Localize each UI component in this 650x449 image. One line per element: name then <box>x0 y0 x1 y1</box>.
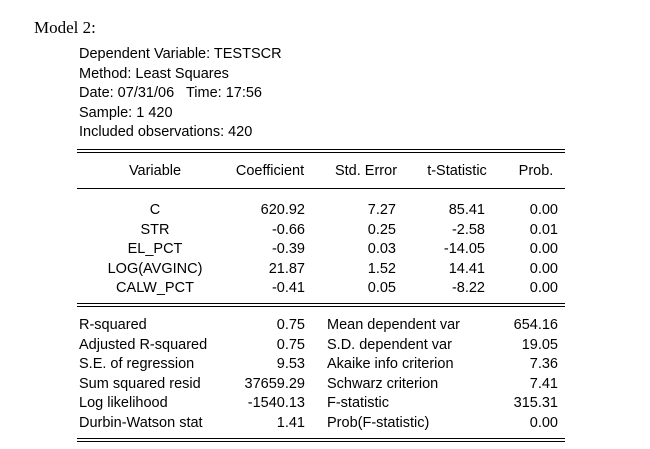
std-error-value: 7.27 <box>367 202 396 218</box>
stat-value: 654.16 <box>513 317 558 333</box>
coefficient-value: 620.92 <box>260 202 305 218</box>
variable-name: EL_PCT <box>127 241 183 257</box>
dependent-variable: Dependent Variable: TESTSCR <box>79 46 282 62</box>
variable-name: CALW_PCT <box>116 280 194 296</box>
column-header-prob: Prob. <box>518 163 554 179</box>
std-error-value: 1.52 <box>367 261 396 277</box>
variable-name: C <box>149 202 161 218</box>
stat-value: -1540.13 <box>247 395 305 411</box>
stat-label: F-statistic <box>327 395 390 411</box>
coef-bottom-rule-1 <box>77 303 565 304</box>
stat-value: 0.75 <box>276 317 305 333</box>
variable-name: LOG(AVGINC) <box>107 261 203 277</box>
prob-value: 0.00 <box>529 261 558 277</box>
table-bottom-rule-2 <box>77 441 565 442</box>
variable-name: STR <box>140 222 170 238</box>
t-stat-value: -2.58 <box>451 222 485 238</box>
stat-label: Prob(F-statistic) <box>327 415 430 431</box>
column-header-rule <box>77 188 565 189</box>
prob-value: 0.00 <box>529 202 558 218</box>
table-top-rule-2 <box>77 152 565 153</box>
stat-value: 37659.29 <box>244 376 305 392</box>
stat-value: 9.53 <box>276 356 305 372</box>
included-observations: Included observations: 420 <box>79 124 253 140</box>
stat-value: 1.41 <box>276 415 305 431</box>
coefficient-value: 21.87 <box>268 261 305 277</box>
stat-value: 7.41 <box>529 376 558 392</box>
sample: Sample: 1 420 <box>79 105 173 121</box>
t-stat-value: -8.22 <box>451 280 485 296</box>
method: Method: Least Squares <box>79 66 229 82</box>
prob-value: 0.01 <box>529 222 558 238</box>
coefficient-value: -0.66 <box>271 222 305 238</box>
stat-label: Schwarz criterion <box>327 376 439 392</box>
t-stat-value: 14.41 <box>448 261 485 277</box>
stat-value: 0.75 <box>276 337 305 353</box>
stat-label: R-squared <box>79 317 147 333</box>
stat-value: 7.36 <box>529 356 558 372</box>
stat-label: Sum squared resid <box>79 376 201 392</box>
table-top-rule-1 <box>77 149 565 150</box>
model-title: Model 2: <box>34 18 96 37</box>
column-header-variable: Variable <box>128 163 182 179</box>
std-error-value: 0.03 <box>367 241 396 257</box>
coefficient-value: -0.39 <box>271 241 305 257</box>
stat-label: S.D. dependent var <box>327 337 452 353</box>
stat-value: 19.05 <box>521 337 558 353</box>
coefficient-value: -0.41 <box>271 280 305 296</box>
prob-value: 0.00 <box>529 280 558 296</box>
coef-bottom-rule-2 <box>77 306 565 307</box>
column-header-std-error: Std. Error <box>334 163 398 179</box>
stat-label: Adjusted R-squared <box>79 337 208 353</box>
stat-label: Akaike info criterion <box>327 356 454 372</box>
column-header-t-statistic: t-Statistic <box>427 163 487 179</box>
stat-label: Mean dependent var <box>327 317 461 333</box>
stat-label: Log likelihood <box>79 395 168 411</box>
table-bottom-rule-1 <box>77 438 565 439</box>
std-error-value: 0.25 <box>367 222 396 238</box>
stat-label: Durbin-Watson stat <box>79 415 203 431</box>
date-time: Date: 07/31/06 Time: 17:56 <box>79 85 262 101</box>
t-stat-value: -14.05 <box>443 241 485 257</box>
t-stat-value: 85.41 <box>448 202 485 218</box>
stat-value: 315.31 <box>513 395 558 411</box>
column-header-coefficient: Coefficient <box>235 163 305 179</box>
prob-value: 0.00 <box>529 241 558 257</box>
stat-value: 0.00 <box>529 415 558 431</box>
stat-label: S.E. of regression <box>79 356 195 372</box>
std-error-value: 0.05 <box>367 280 396 296</box>
